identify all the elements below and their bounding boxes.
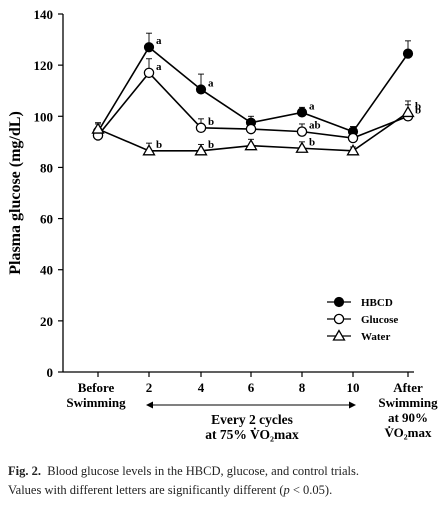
data-point xyxy=(346,144,360,156)
x-tick-label: 6 xyxy=(248,380,255,395)
data-point xyxy=(143,67,155,79)
legend-label: HBCD xyxy=(361,297,393,309)
x-tick-label: Before xyxy=(78,380,115,395)
y-tick-label: 120 xyxy=(34,58,54,73)
interval-arrow-right-head xyxy=(349,401,356,409)
caption-p-symbol: p xyxy=(283,483,290,497)
y-tick-label: 60 xyxy=(40,212,53,227)
legend-label: Glucose xyxy=(361,314,398,326)
significance-label: b xyxy=(208,139,214,151)
interval-annotation-text: Every 2 cycles xyxy=(211,412,293,427)
significance-label: ab xyxy=(309,120,321,132)
interval-annotation-text: at 75% V̇O₂max xyxy=(205,427,299,442)
y-tick-label: 20 xyxy=(40,314,53,329)
data-point xyxy=(347,132,359,144)
chart-axes: Plasma glucose (mg/dL) xyxy=(7,14,414,373)
significance-label: a xyxy=(208,77,214,89)
series-water: b b bb xyxy=(91,100,421,156)
data-point xyxy=(402,48,414,59)
data-point xyxy=(143,42,155,53)
significance-label: a xyxy=(309,100,315,112)
significance-label: b xyxy=(415,104,421,116)
chart-legend: HBCD Glucose Water xyxy=(327,296,398,343)
data-point xyxy=(195,84,207,95)
y-axis-ticks: 0 20 40 60 80 100 120 140 xyxy=(34,7,63,380)
x-tick-label: at 90% xyxy=(388,410,428,425)
figure-caption: Fig. 2. Blood glucose levels in the HBCD… xyxy=(8,462,438,500)
data-point xyxy=(295,141,309,153)
x-tick-label: Swimming xyxy=(66,395,126,410)
x-tick-label: 8 xyxy=(299,380,306,395)
data-point xyxy=(91,122,105,134)
significance-label: b xyxy=(208,116,214,128)
significance-label: b xyxy=(415,100,421,112)
data-point xyxy=(296,107,308,118)
legend-label: Water xyxy=(361,331,390,343)
y-axis-label: Plasma glucose (mg/dL) xyxy=(7,111,24,275)
legend-item-glucose: Glucose xyxy=(327,313,398,326)
caption-text-1: Blood glucose levels in the HBCD, glucos… xyxy=(47,464,359,478)
y-tick-label: 40 xyxy=(40,263,53,278)
x-tick-label: After xyxy=(393,380,423,395)
caption-text-2: Values with different letters are signif… xyxy=(8,483,284,497)
data-point xyxy=(244,138,258,151)
significance-label: a xyxy=(156,61,162,73)
legend-item-hbcd: HBCD xyxy=(327,296,393,309)
data-point xyxy=(194,144,208,156)
significance-label: b xyxy=(156,139,162,151)
y-tick-label: 80 xyxy=(40,160,53,175)
caption-text-3: < 0.05). xyxy=(289,483,333,497)
legend-item-water: Water xyxy=(327,329,390,343)
legend-marker xyxy=(333,313,345,325)
legend-marker xyxy=(333,296,345,308)
data-point xyxy=(195,122,207,134)
glucose-chart: Plasma glucose (mg/dL) 0 20 40 60 80 100 120 14… xyxy=(7,7,438,442)
interval-arrow-left-head xyxy=(146,401,153,409)
series-hbcd: a a a xyxy=(92,32,414,137)
caption-line-2: Values with different letters are signif… xyxy=(8,481,438,500)
data-point xyxy=(142,144,156,156)
significance-label: a xyxy=(156,35,162,47)
x-tick-label: 4 xyxy=(198,380,205,395)
y-tick-label: 100 xyxy=(34,109,54,124)
data-point xyxy=(245,123,257,135)
caption-figure-label: Fig. 2. xyxy=(8,464,41,478)
y-tick-label: 0 xyxy=(47,365,54,380)
legend-marker xyxy=(332,329,346,341)
series-glucose: ab abb xyxy=(92,58,421,144)
data-point xyxy=(296,126,308,137)
y-tick-label: 140 xyxy=(34,7,54,22)
x-tick-label: Swimming xyxy=(378,395,438,410)
x-tick-label: V̇O₂max xyxy=(385,425,432,440)
x-tick-label: 10 xyxy=(347,380,360,395)
data-point xyxy=(401,105,415,118)
significance-label: b xyxy=(309,136,315,148)
x-tick-label: 2 xyxy=(146,380,153,395)
caption-line-1: Fig. 2. Blood glucose levels in the HBCD… xyxy=(8,462,438,481)
